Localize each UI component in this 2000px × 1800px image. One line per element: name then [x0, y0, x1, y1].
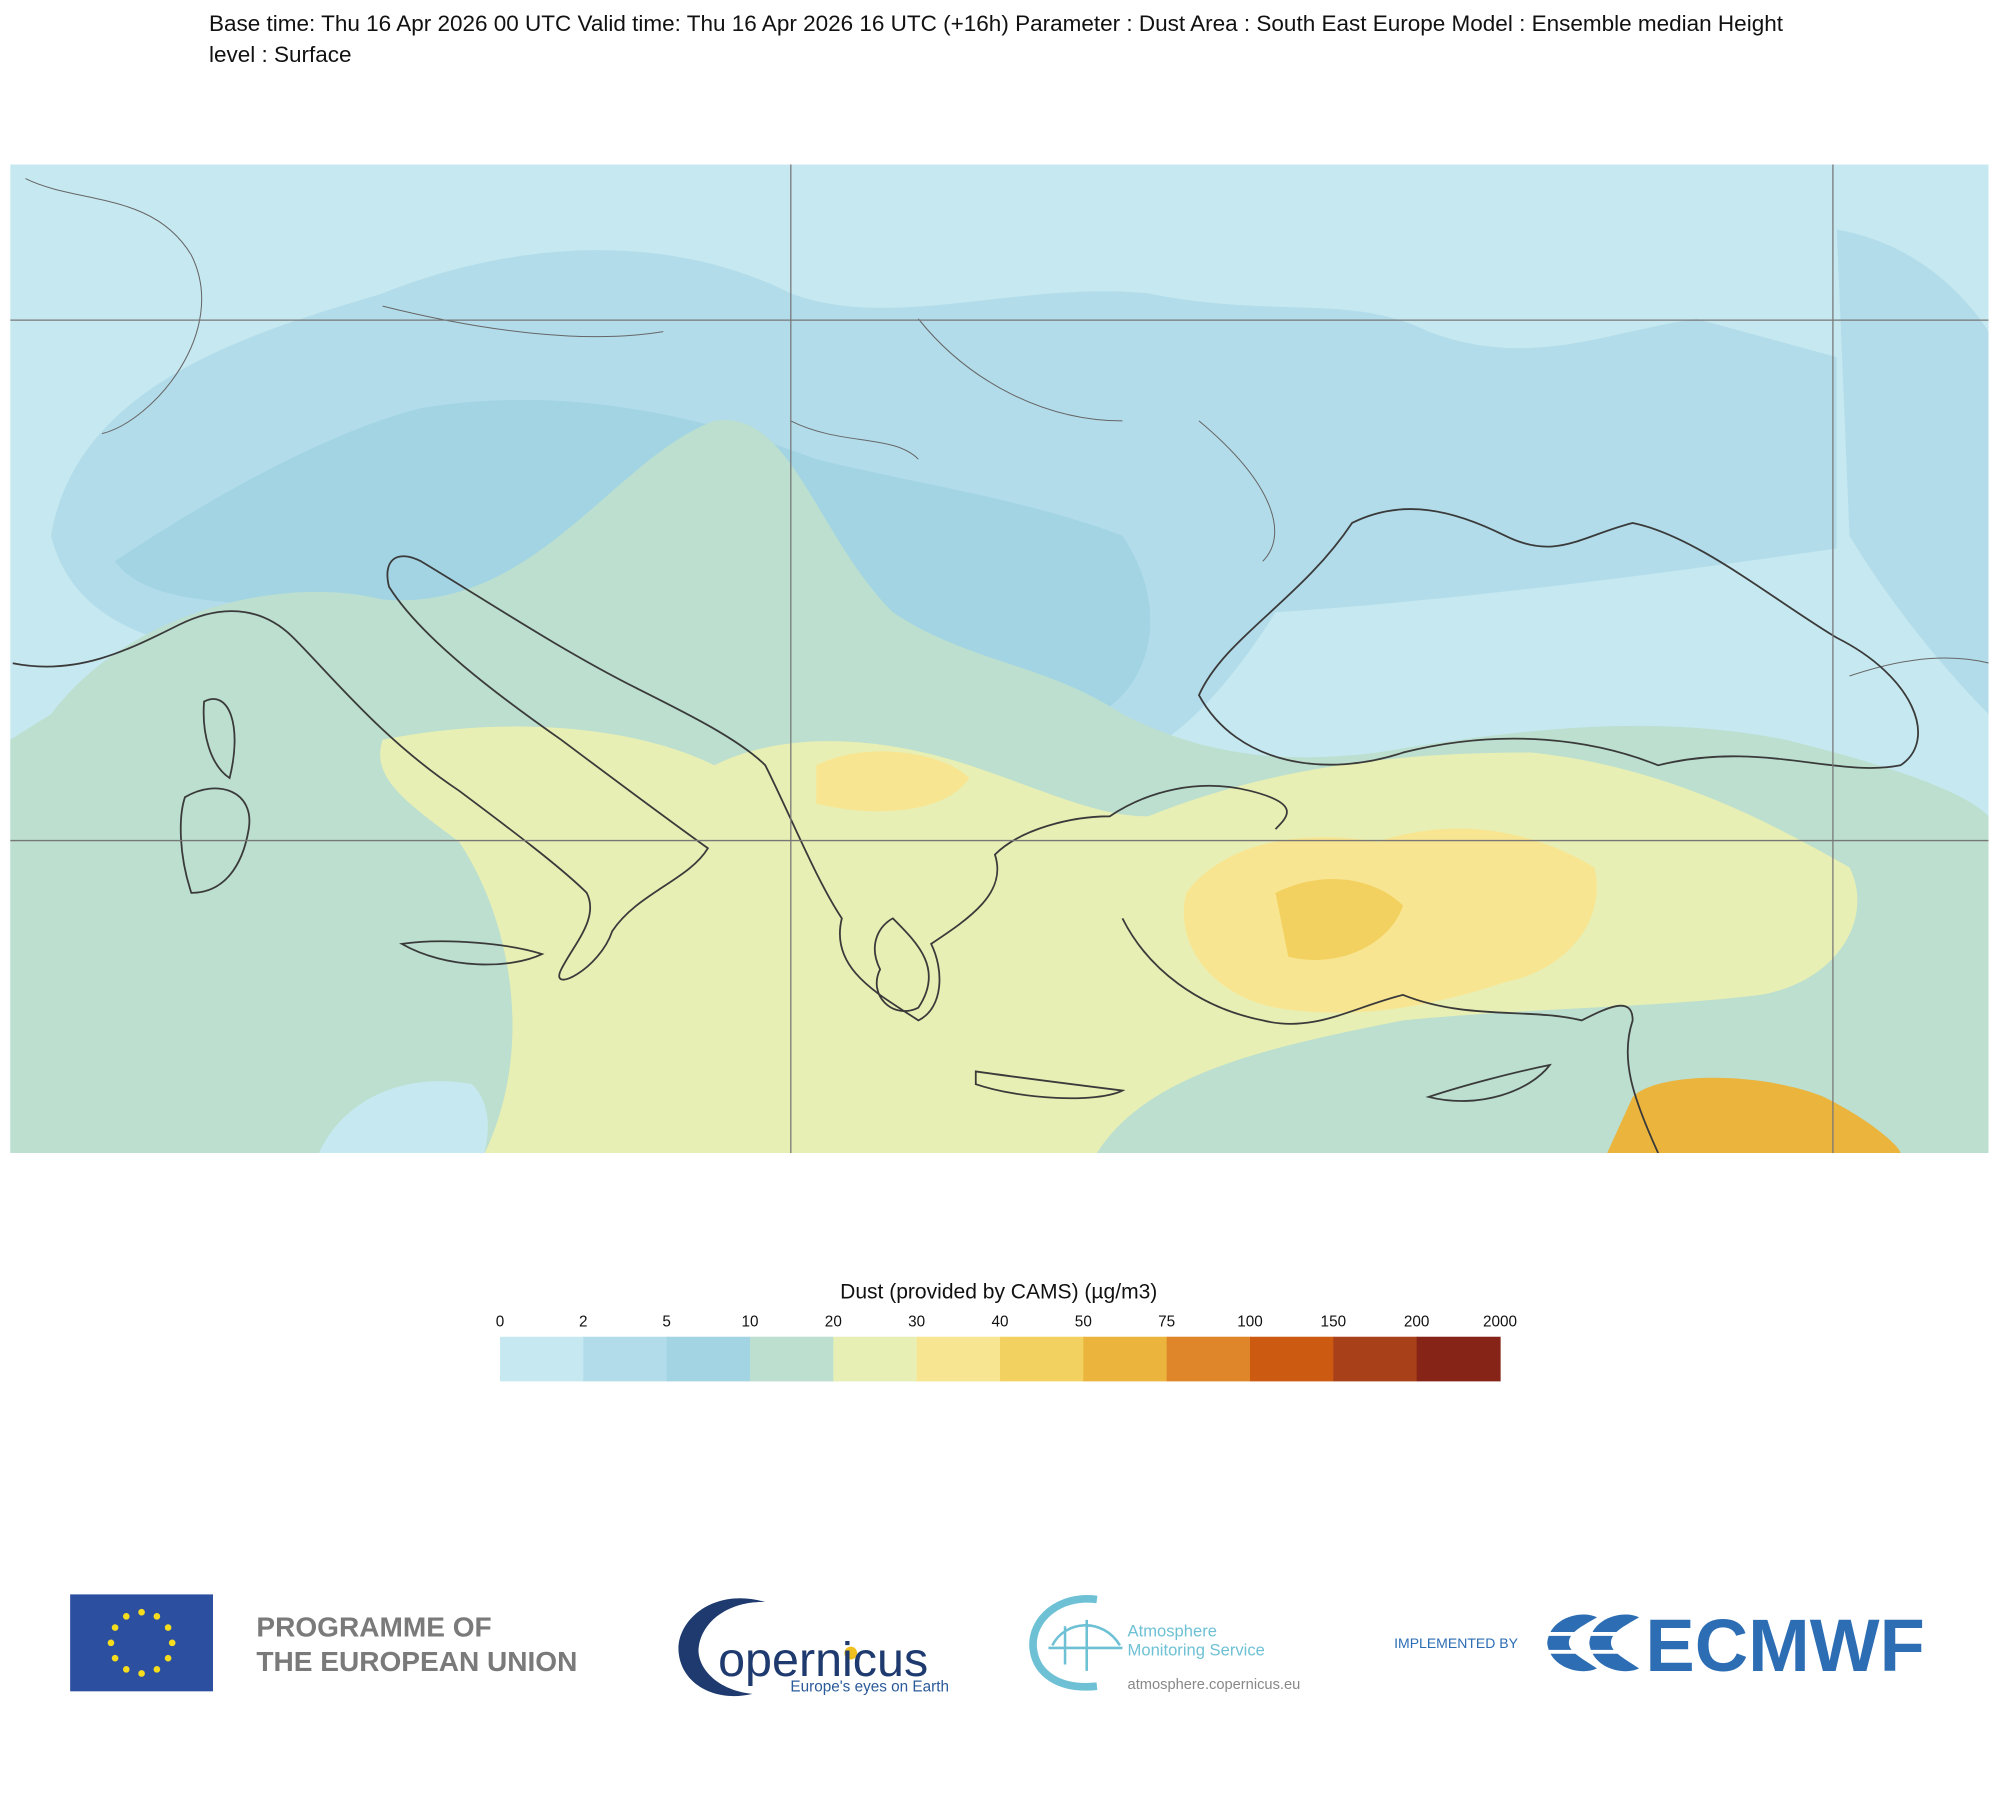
colorbar-tick-label: 150 — [1321, 1314, 1347, 1331]
dust-zone — [1275, 878, 1404, 960]
ecmwf-name: ECMWF — [1645, 1604, 1924, 1687]
colorbar-segment — [1333, 1336, 1418, 1382]
colorbar-segment — [1250, 1336, 1334, 1382]
eu-star — [164, 1624, 172, 1631]
ams-text: Monitoring Service — [1128, 1641, 1265, 1660]
colorbar-tick-label: 100 — [1237, 1314, 1263, 1331]
eu-text: PROGRAMME OF — [256, 1611, 491, 1642]
eu-star — [111, 1654, 119, 1662]
legend-title: Dust (provided by CAMS) (µg/m3) — [840, 1280, 1157, 1303]
eu-logo: PROGRAMME OF THE EUROPEAN UNION — [70, 1594, 577, 1692]
colorbar-segment — [666, 1336, 751, 1382]
eu-star — [164, 1654, 172, 1662]
copernicus-tagline: Europe's eyes on Earth — [790, 1678, 949, 1695]
dust-zone — [318, 1081, 488, 1154]
colorbar: 0 2 5 10 20 30 40 50 75 100 150 200 2000 — [496, 1314, 1517, 1382]
copernicus-dot — [844, 1646, 858, 1660]
colorbar-tick-label: 5 — [662, 1314, 671, 1331]
colorbar-segment — [1416, 1336, 1501, 1382]
colorbar-tick-label: 40 — [991, 1314, 1008, 1331]
ams-text: Atmosphere — [1128, 1621, 1217, 1640]
eu-star — [138, 1608, 145, 1616]
eu-star — [153, 1666, 161, 1673]
coastline — [1121, 917, 1659, 1154]
colorbar-tick-label: 200 — [1404, 1314, 1430, 1331]
eu-star — [122, 1613, 130, 1620]
dust-zone — [816, 751, 970, 812]
copernicus-logo: opernicus Europe's eyes on Earth — [678, 1598, 949, 1697]
map — [10, 164, 1989, 1154]
colorbar-segment — [1083, 1336, 1168, 1382]
coastline — [179, 698, 545, 966]
eu-star — [111, 1624, 119, 1631]
colorbar-tick-label: 75 — [1158, 1314, 1175, 1331]
copernicus-name: opernicus — [718, 1633, 928, 1687]
eu-star — [107, 1639, 115, 1647]
ams-arc — [1029, 1595, 1098, 1691]
eu-text: THE EUROPEAN UNION — [256, 1646, 577, 1677]
eu-star — [153, 1613, 161, 1620]
colorbar-segment — [500, 1336, 584, 1382]
colorbar-segment — [916, 1336, 1001, 1382]
ams-url: atmosphere.copernicus.eu — [1128, 1677, 1301, 1693]
ecmwf-stripes — [1547, 1632, 1640, 1654]
colorbar-tick-label: 2000 — [1483, 1314, 1517, 1331]
copernicus-c — [678, 1598, 766, 1697]
dust-zone — [1607, 1077, 1901, 1154]
coastline — [1197, 508, 1919, 769]
eu-star — [168, 1639, 176, 1647]
colorbar-segment — [1000, 1336, 1084, 1382]
colorbar-tick-label: 10 — [741, 1314, 758, 1331]
eu-star — [138, 1670, 145, 1677]
colorbar-segment — [1166, 1336, 1251, 1382]
border — [25, 178, 1989, 677]
colorbar-tick-label: 50 — [1075, 1314, 1092, 1331]
colorbar-segment — [833, 1336, 918, 1382]
colorbar-tick-label: 0 — [496, 1314, 505, 1331]
ams-globe — [1048, 1619, 1123, 1671]
eu-star — [122, 1666, 130, 1673]
colorbar-tick-label: 30 — [908, 1314, 925, 1331]
header-title: Base time: Thu 16 Apr 2026 00 UTC Valid … — [209, 11, 1783, 67]
colorbar-tick-label: 20 — [825, 1314, 842, 1331]
colorbar-segment — [750, 1336, 834, 1382]
ecmwf-mark — [1547, 1614, 1640, 1672]
ams-logo: Atmosphere Monitoring Service atmosphere… — [1029, 1595, 1301, 1693]
coastline — [974, 1070, 1126, 1100]
eu-stars — [107, 1608, 176, 1677]
graticule — [10, 164, 1989, 1154]
ecmwf-logo: IMPLEMENTED BY ECMWF — [1394, 1604, 1925, 1687]
colorbar-segment — [583, 1336, 668, 1382]
dust-zone — [1836, 229, 1989, 715]
coastline — [874, 917, 930, 1012]
coastline — [12, 555, 1288, 1022]
implemented-by: IMPLEMENTED BY — [1394, 1635, 1518, 1651]
coastline — [1425, 1063, 1552, 1102]
colorbar-tick-label: 2 — [579, 1314, 588, 1331]
